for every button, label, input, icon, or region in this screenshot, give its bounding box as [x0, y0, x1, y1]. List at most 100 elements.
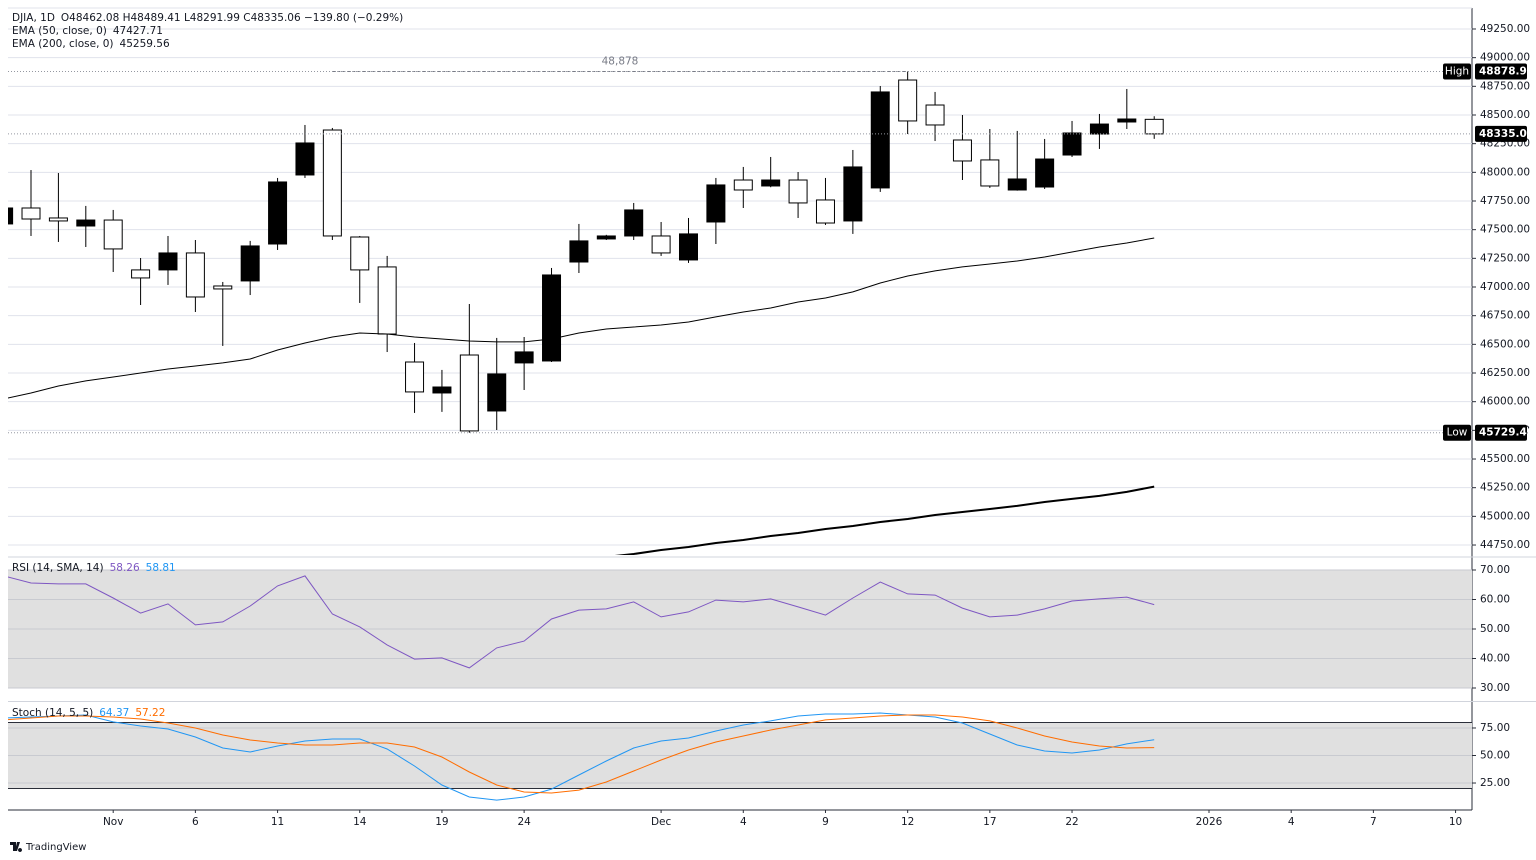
candle-body [624, 209, 644, 237]
low-tag: Low [1447, 427, 1468, 439]
candle-body [761, 179, 781, 187]
x-tick-label: Nov [103, 816, 124, 828]
y-tick-label: 70.00 [1480, 564, 1510, 576]
candle-body [295, 142, 315, 176]
candle-body [1062, 132, 1082, 156]
last-price-value-box [1475, 125, 1527, 142]
high-tag: High [1445, 66, 1469, 78]
candle-body [377, 266, 397, 335]
candle-body [596, 235, 616, 240]
x-tick-label: 19 [435, 816, 448, 828]
candle-body [952, 139, 972, 162]
high-value-box [1475, 63, 1527, 80]
x-tick-label: 14 [353, 816, 367, 828]
x-tick-label: 10 [1449, 816, 1462, 828]
y-tick-label: 48000.00 [1480, 166, 1530, 178]
candle-body [350, 236, 370, 271]
x-tick-label: 11 [271, 816, 284, 828]
candle-body [980, 159, 1000, 187]
candle-body [898, 79, 918, 122]
y-tick-label: 49000.00 [1480, 52, 1530, 64]
candle-body [158, 252, 178, 271]
candle-body [569, 240, 589, 263]
legend-name: EMA (200, close, 0) [12, 38, 114, 50]
indicator-title: Stoch (14, 5, 5) [12, 707, 93, 719]
last-price-value-label: 48335.06 [1479, 128, 1534, 140]
legend-value: 64.37 [99, 707, 129, 719]
candle-body [651, 235, 671, 254]
y-tick-label: 46750.00 [1480, 310, 1530, 322]
brand-name: TradingView [25, 842, 86, 853]
x-tick-label: 6 [192, 816, 199, 828]
x-tick-label: 12 [901, 816, 914, 828]
y-tick-label: 47750.00 [1480, 195, 1530, 207]
candle-body [815, 199, 835, 224]
candle-body [514, 351, 534, 364]
brand-logo [10, 842, 23, 853]
x-tick-label: Dec [651, 816, 672, 828]
legend-value: 57.22 [135, 707, 165, 719]
y-tick-label: 46250.00 [1480, 367, 1530, 379]
x-tick-label: 2026 [1196, 816, 1223, 828]
low-value-label: 45729.46 [1479, 427, 1534, 439]
candle-body [213, 285, 233, 290]
range-label: 48,878 [602, 56, 639, 68]
x-tick-label: 9 [822, 816, 829, 828]
y-tick-label: 46500.00 [1480, 338, 1530, 350]
y-tick-label: 75.00 [1480, 722, 1510, 734]
y-tick-label: 45250.00 [1480, 482, 1530, 494]
y-tick-label: 47500.00 [1480, 224, 1530, 236]
x-tick-label: 22 [1065, 816, 1078, 828]
candle-body [268, 181, 288, 245]
candle-body [76, 219, 96, 227]
candle-body [1117, 118, 1137, 123]
series-line [8, 714, 1155, 794]
candle-body [706, 184, 726, 223]
y-tick-label: 45500.00 [1480, 453, 1530, 465]
x-tick-label: 4 [740, 816, 747, 828]
high-tag-box [1443, 63, 1471, 80]
series-line [8, 575, 1155, 669]
y-tick-label: 40.00 [1480, 652, 1510, 664]
candle-body [21, 207, 41, 220]
y-tick-label: 48500.00 [1480, 109, 1530, 121]
candle-body [8, 207, 14, 225]
y-tick-label: 44750.00 [1480, 539, 1530, 551]
candle-body [1144, 118, 1164, 135]
candle-body [542, 274, 562, 362]
candle-body [788, 179, 808, 204]
series-line [8, 712, 1155, 801]
x-tick-label: 4 [1288, 816, 1295, 828]
ohlc: O48462.08 H48489.41 L48291.99 C48335.06 … [61, 12, 403, 24]
y-tick-label: 25.00 [1480, 777, 1510, 789]
pane [8, 569, 1472, 689]
x-tick-label: 24 [517, 816, 531, 828]
y-tick-label: 46000.00 [1480, 396, 1530, 408]
pane [8, 712, 1472, 801]
brand: TradingView [10, 842, 86, 853]
candle-body [459, 354, 479, 432]
low-value-box [1475, 424, 1527, 441]
candle-body [103, 219, 123, 250]
indicator-title: RSI (14, SMA, 14) [12, 562, 104, 574]
y-tick-label: 47250.00 [1480, 252, 1530, 264]
high-value-label: 48878.91 [1479, 66, 1534, 78]
candle-body [185, 252, 205, 298]
legend-value: 47427.71 [113, 25, 163, 37]
legend-value: 58.81 [146, 562, 176, 574]
y-tick-label: 48750.00 [1480, 80, 1530, 92]
series-line [614, 485, 1155, 555]
candle-body [1089, 123, 1109, 135]
symbol: DJIA, 1D [12, 12, 55, 24]
candle-body [48, 217, 68, 222]
candle-body [870, 91, 890, 189]
candle-body [925, 104, 945, 126]
y-tick-label: 60.00 [1480, 594, 1510, 606]
candle-body [322, 129, 342, 237]
candle-body [240, 245, 260, 282]
legend-value: 58.26 [110, 562, 140, 574]
candle-body [1035, 158, 1055, 188]
candle-body [432, 386, 452, 394]
y-tick-label: 50.00 [1480, 623, 1510, 635]
candle-body [405, 361, 425, 393]
